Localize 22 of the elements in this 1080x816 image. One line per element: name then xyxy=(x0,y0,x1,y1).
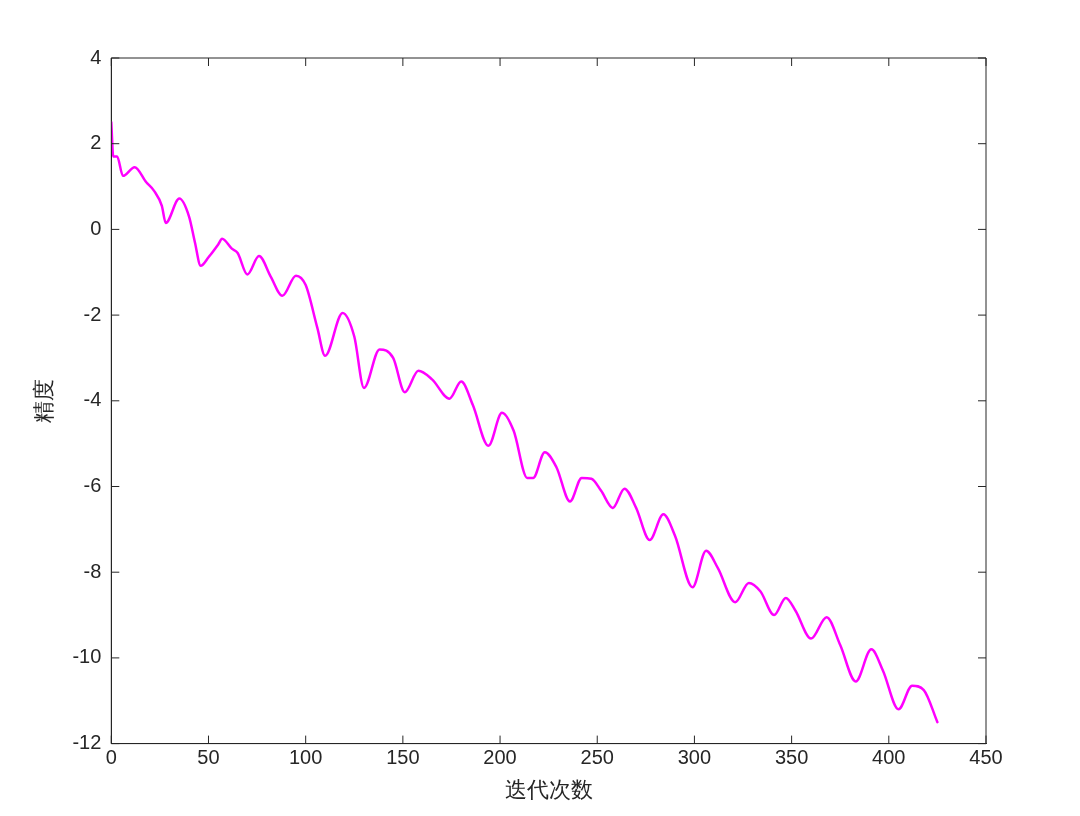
x-tick-label: 150 xyxy=(386,746,420,769)
x-axis-title: 迭代次数 xyxy=(504,776,593,802)
y-tick-label: -2 xyxy=(83,302,102,325)
x-tick-label: 250 xyxy=(580,746,614,769)
y-tick-label: 2 xyxy=(90,131,102,154)
y-tick-label: -8 xyxy=(83,559,102,582)
x-tick-label: 50 xyxy=(197,746,220,769)
x-tick-label: 300 xyxy=(677,746,712,769)
x-tick-label: 350 xyxy=(774,746,809,769)
x-tick-label: 200 xyxy=(483,746,517,769)
line-series xyxy=(111,121,939,724)
y-tick-label: -12 xyxy=(72,731,102,754)
y-tick-label: 0 xyxy=(90,216,102,239)
y-tick-label: -6 xyxy=(83,474,102,497)
x-tick-label: 400 xyxy=(872,746,906,769)
x-tick-label: 450 xyxy=(969,746,1003,769)
y-tick-label: -10 xyxy=(72,645,102,668)
y-tick-label: 4 xyxy=(90,45,102,68)
x-tick-label: 100 xyxy=(289,746,323,769)
y-axis-title: 精度 xyxy=(30,378,56,423)
x-tick-label: 0 xyxy=(105,746,117,769)
y-tick-label: -4 xyxy=(83,388,102,411)
